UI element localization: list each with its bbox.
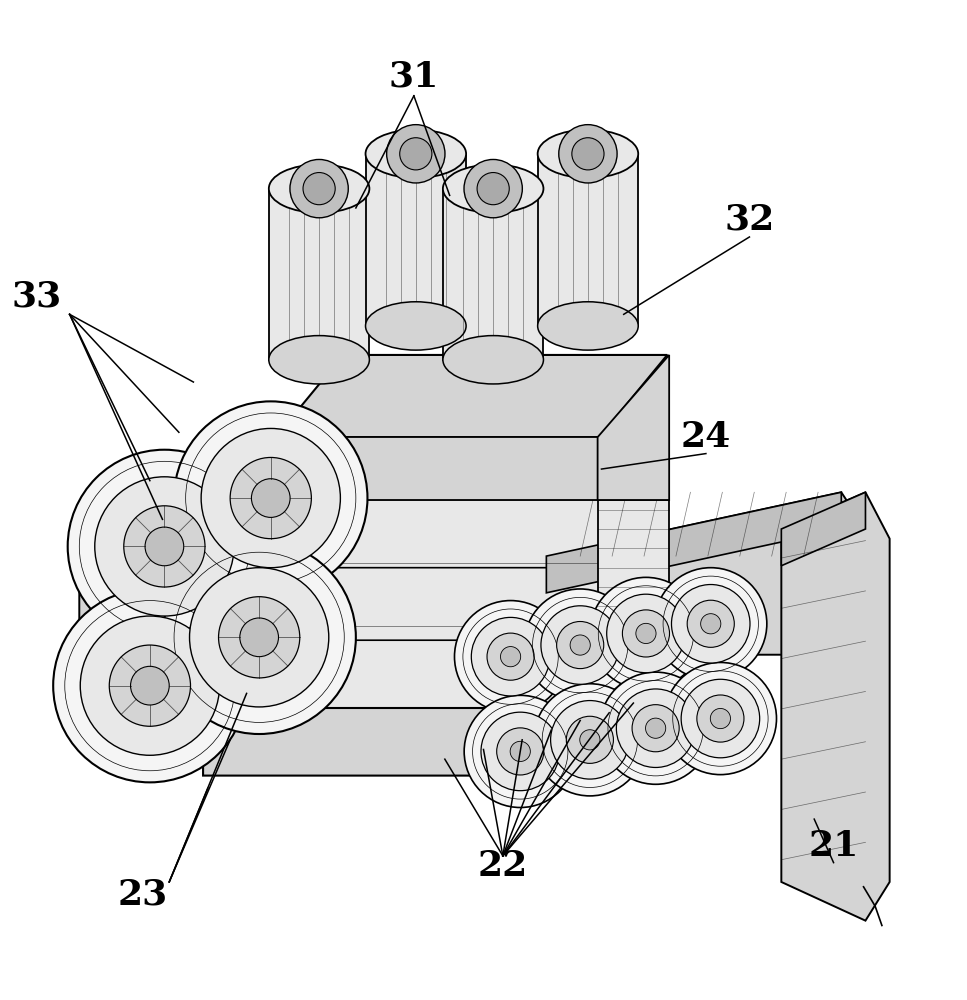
Text: 22: 22: [478, 849, 528, 883]
Circle shape: [681, 679, 760, 758]
Circle shape: [219, 597, 300, 678]
Text: 33: 33: [12, 280, 62, 314]
Polygon shape: [546, 492, 865, 655]
Circle shape: [511, 741, 530, 762]
Ellipse shape: [443, 164, 543, 213]
Polygon shape: [79, 500, 155, 582]
Circle shape: [131, 666, 169, 705]
Circle shape: [303, 173, 336, 205]
Circle shape: [632, 705, 679, 752]
Circle shape: [124, 506, 205, 587]
Circle shape: [524, 589, 636, 701]
Circle shape: [655, 568, 767, 680]
Circle shape: [616, 689, 695, 767]
Text: 31: 31: [389, 59, 439, 93]
Circle shape: [399, 138, 432, 170]
Circle shape: [95, 477, 234, 616]
Circle shape: [109, 645, 190, 726]
Circle shape: [481, 712, 560, 791]
Circle shape: [454, 601, 567, 713]
Polygon shape: [598, 500, 669, 640]
Circle shape: [711, 708, 730, 729]
Circle shape: [697, 695, 744, 742]
Circle shape: [464, 159, 522, 218]
Circle shape: [174, 401, 367, 595]
Circle shape: [550, 701, 630, 779]
Polygon shape: [781, 492, 865, 566]
Polygon shape: [276, 355, 667, 437]
Circle shape: [53, 589, 247, 782]
Circle shape: [688, 600, 734, 647]
Bar: [366, 154, 466, 326]
Circle shape: [464, 695, 576, 808]
Circle shape: [387, 125, 445, 183]
Ellipse shape: [269, 164, 369, 213]
Circle shape: [471, 617, 550, 696]
Circle shape: [290, 159, 348, 218]
Circle shape: [623, 610, 669, 657]
Circle shape: [80, 616, 220, 755]
Polygon shape: [276, 437, 600, 708]
Text: 23: 23: [118, 878, 168, 912]
Circle shape: [501, 647, 520, 667]
Text: 32: 32: [724, 203, 775, 237]
Circle shape: [162, 541, 356, 734]
Circle shape: [580, 730, 600, 750]
Ellipse shape: [366, 302, 466, 350]
Circle shape: [541, 606, 620, 684]
Polygon shape: [203, 640, 667, 776]
Circle shape: [571, 635, 590, 655]
Circle shape: [571, 138, 604, 170]
Ellipse shape: [443, 336, 543, 384]
Polygon shape: [276, 437, 600, 500]
Circle shape: [145, 527, 184, 566]
Ellipse shape: [538, 130, 638, 178]
Circle shape: [190, 568, 329, 707]
Circle shape: [557, 621, 603, 669]
Circle shape: [534, 684, 646, 796]
Circle shape: [646, 718, 665, 738]
Bar: [269, 189, 369, 360]
Circle shape: [664, 662, 777, 775]
Circle shape: [636, 623, 656, 644]
Circle shape: [230, 457, 311, 539]
Bar: [443, 189, 543, 360]
Polygon shape: [546, 492, 841, 593]
Ellipse shape: [538, 302, 638, 350]
Polygon shape: [203, 568, 667, 640]
Polygon shape: [598, 355, 669, 500]
Text: 21: 21: [808, 829, 859, 863]
Bar: [538, 154, 638, 326]
Circle shape: [477, 173, 510, 205]
Ellipse shape: [366, 130, 466, 178]
Polygon shape: [79, 500, 218, 732]
Circle shape: [497, 728, 543, 775]
Text: 24: 24: [681, 420, 731, 454]
Polygon shape: [600, 355, 667, 708]
Circle shape: [68, 450, 261, 643]
Circle shape: [251, 479, 290, 517]
Ellipse shape: [269, 336, 369, 384]
Circle shape: [671, 585, 750, 663]
Circle shape: [600, 672, 712, 784]
Circle shape: [567, 716, 613, 763]
Circle shape: [606, 594, 686, 673]
Circle shape: [240, 618, 278, 657]
Circle shape: [590, 577, 702, 690]
Polygon shape: [781, 492, 890, 921]
Circle shape: [487, 633, 534, 680]
Circle shape: [701, 614, 720, 634]
Circle shape: [201, 428, 340, 568]
Circle shape: [559, 125, 617, 183]
